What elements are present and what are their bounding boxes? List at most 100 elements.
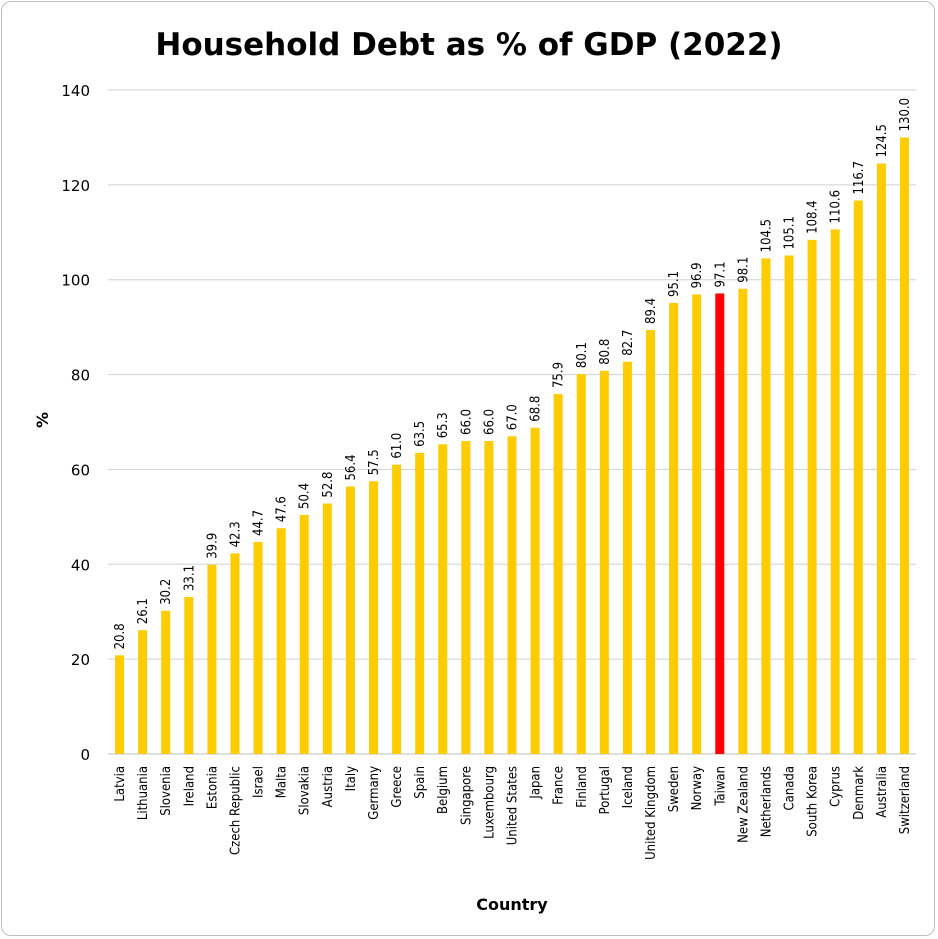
y-axis-title: % [33, 412, 52, 428]
data-label: 68.8 [529, 396, 544, 422]
data-label: 42.3 [228, 521, 243, 547]
bar-portugal [599, 370, 609, 754]
x-axis-title: Country [476, 895, 548, 914]
bar-slovakia [299, 514, 309, 754]
y-tick-label: 120 [61, 177, 90, 195]
bar-israel [253, 541, 263, 754]
bar-luxembourg [484, 440, 494, 754]
data-label: 61.0 [390, 433, 405, 459]
x-tick-label: Austria [321, 766, 336, 807]
x-tick-label: Singapore [459, 766, 474, 825]
bar-greece [392, 464, 402, 754]
data-label: 105.1 [783, 216, 798, 249]
bar-lithuania [138, 630, 148, 754]
data-label: 95.1 [667, 271, 682, 297]
x-tick-label: Taiwan [713, 766, 728, 807]
bar-singapore [461, 440, 471, 754]
bar-japan [530, 427, 540, 754]
bar-belgium [438, 444, 448, 754]
bar-germany [368, 481, 378, 754]
chart-title: Household Debt as % of GDP (2022) [155, 27, 782, 63]
bar-canada [784, 255, 794, 755]
x-axis-ticks: Latvia Lithuania Slovenia Ireland Estonia Cze… [113, 766, 913, 860]
data-label: 33.1 [182, 565, 197, 591]
data-label: 116.7 [852, 161, 867, 194]
data-label: 63.5 [413, 421, 428, 447]
data-label: 30.2 [159, 579, 174, 605]
x-tick-label: Australia [875, 766, 890, 818]
x-tick-label: United States [506, 766, 521, 845]
bar-switzerland [899, 137, 909, 754]
x-tick-label: United Kingdom [644, 766, 659, 860]
data-labels: 20.8 26.1 30.2 33.1 39.9 42.3 44.7 47.6 50.4 52.8… [113, 98, 913, 649]
data-label: 108.4 [806, 200, 821, 233]
bar-norway [692, 294, 702, 754]
data-label: 110.6 [829, 190, 844, 223]
data-label: 65.3 [436, 412, 451, 438]
data-label: 52.8 [321, 472, 336, 498]
x-tick-label: Denmark [852, 766, 867, 820]
y-tick-label: 80 [71, 367, 90, 385]
x-tick-label: Japan [529, 766, 544, 800]
data-label: 104.5 [759, 219, 774, 252]
x-tick-label: Canada [783, 766, 798, 811]
data-label: 26.1 [136, 598, 151, 624]
x-tick-label: Italy [344, 766, 359, 791]
data-label: 66.0 [459, 409, 474, 435]
data-label: 97.1 [713, 261, 728, 287]
x-tick-label: Iceland [621, 766, 636, 808]
data-label: 67.0 [506, 404, 521, 430]
x-tick-label: Ireland [182, 766, 197, 806]
bar-netherlands [761, 258, 771, 754]
x-tick-label: Belgium [436, 766, 451, 814]
x-tick-label: Portugal [598, 766, 613, 814]
bar-ireland [184, 597, 194, 754]
bar-italy [345, 486, 355, 754]
bar-south-korea [807, 239, 817, 755]
bar-france [553, 394, 563, 754]
data-label: 39.9 [205, 533, 220, 559]
y-tick-label: 20 [71, 651, 90, 669]
bar-denmark [853, 200, 863, 755]
x-tick-label: Germany [367, 766, 382, 820]
data-label: 75.9 [552, 362, 567, 388]
bar-slovenia [161, 610, 171, 754]
x-tick-label: Lithuania [136, 766, 151, 820]
data-label: 80.1 [575, 342, 590, 368]
bar-finland [576, 374, 586, 754]
x-tick-label: Latvia [113, 766, 128, 802]
bar-latvia [115, 655, 125, 754]
bar-taiwan [715, 293, 725, 754]
data-label: 80.8 [598, 339, 613, 365]
y-tick-label: 140 [61, 82, 90, 100]
x-tick-label: Malta [275, 766, 290, 798]
bar-czech-republic [230, 553, 240, 754]
bar-spain [415, 452, 425, 754]
bar-united-states [507, 436, 517, 754]
bar-united-kingdom [646, 329, 656, 754]
x-tick-label: Estonia [205, 766, 220, 809]
bar-sweden [669, 302, 679, 754]
data-label: 50.4 [298, 483, 313, 509]
x-tick-label: Slovakia [298, 766, 313, 815]
bar-malta [276, 528, 286, 754]
data-label: 98.1 [736, 257, 751, 283]
x-tick-label: Netherlands [759, 766, 774, 837]
x-tick-label: New Zealand [736, 766, 751, 843]
x-tick-label: South Korea [806, 766, 821, 837]
x-tick-label: Greece [390, 766, 405, 808]
x-tick-label: Luxembourg [482, 766, 497, 839]
bar-estonia [207, 564, 217, 754]
bar-australia [876, 163, 886, 754]
x-tick-label: Switzerland [898, 766, 913, 834]
x-tick-label: Israel [252, 766, 267, 798]
data-label: 66.0 [482, 409, 497, 435]
x-tick-label: Sweden [667, 766, 682, 812]
data-label: 44.7 [252, 510, 267, 536]
data-label: 20.8 [113, 623, 128, 649]
data-label: 47.6 [275, 496, 290, 522]
x-tick-label: Norway [690, 766, 705, 810]
bars [115, 137, 909, 755]
data-label: 96.9 [690, 262, 705, 288]
